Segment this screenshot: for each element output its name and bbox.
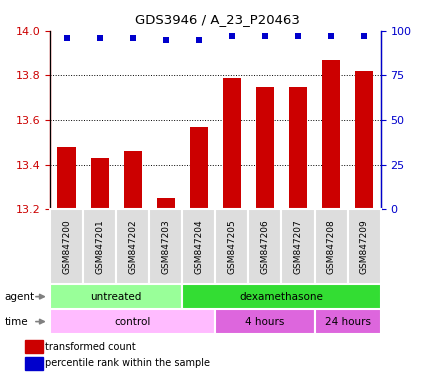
Text: 4 hours: 4 hours [245, 316, 284, 327]
Bar [288, 86, 306, 209]
Bar [57, 147, 76, 209]
Point [228, 33, 235, 39]
Point [63, 35, 70, 41]
Text: control: control [114, 316, 151, 327]
FancyBboxPatch shape [116, 209, 149, 284]
Bar [90, 158, 108, 209]
FancyBboxPatch shape [215, 209, 248, 284]
Point [162, 36, 169, 43]
FancyBboxPatch shape [182, 209, 215, 284]
FancyBboxPatch shape [50, 209, 83, 284]
Point [96, 35, 103, 41]
Text: GSM847201: GSM847201 [95, 219, 104, 274]
Bar [156, 198, 174, 209]
FancyBboxPatch shape [314, 209, 347, 284]
FancyBboxPatch shape [314, 309, 380, 334]
FancyBboxPatch shape [50, 284, 182, 309]
Text: GSM847202: GSM847202 [128, 219, 137, 274]
Bar [189, 127, 207, 209]
Bar [25, 357, 43, 370]
FancyBboxPatch shape [50, 309, 215, 334]
Text: GSM847207: GSM847207 [293, 219, 302, 274]
Text: GSM847203: GSM847203 [161, 219, 170, 274]
Bar [354, 71, 372, 209]
Text: dexamethasone: dexamethasone [239, 291, 322, 302]
Text: GSM847209: GSM847209 [359, 219, 368, 274]
Point [129, 35, 136, 41]
Bar [25, 340, 43, 353]
FancyBboxPatch shape [182, 284, 380, 309]
Bar [321, 60, 339, 209]
Point [360, 33, 367, 39]
Text: untreated: untreated [90, 291, 141, 302]
Text: percentile rank within the sample: percentile rank within the sample [45, 358, 210, 368]
Point [195, 36, 202, 43]
FancyBboxPatch shape [248, 209, 281, 284]
Point [327, 33, 334, 39]
FancyBboxPatch shape [281, 209, 314, 284]
FancyBboxPatch shape [347, 209, 380, 284]
Text: GSM847208: GSM847208 [326, 219, 335, 274]
Point [261, 33, 268, 39]
Text: GSM847204: GSM847204 [194, 219, 203, 274]
FancyBboxPatch shape [83, 209, 116, 284]
Text: time: time [4, 316, 28, 327]
Point [294, 33, 301, 39]
Bar [222, 78, 240, 209]
Text: agent: agent [4, 291, 34, 302]
Text: GDS3946 / A_23_P20463: GDS3946 / A_23_P20463 [135, 13, 299, 26]
Text: GSM847205: GSM847205 [227, 219, 236, 274]
Text: GSM847200: GSM847200 [62, 219, 71, 274]
Bar [123, 151, 141, 209]
Bar [255, 86, 273, 209]
Text: transformed count: transformed count [45, 342, 136, 352]
FancyBboxPatch shape [149, 209, 182, 284]
FancyBboxPatch shape [215, 309, 314, 334]
Text: 24 hours: 24 hours [324, 316, 370, 327]
Text: GSM847206: GSM847206 [260, 219, 269, 274]
